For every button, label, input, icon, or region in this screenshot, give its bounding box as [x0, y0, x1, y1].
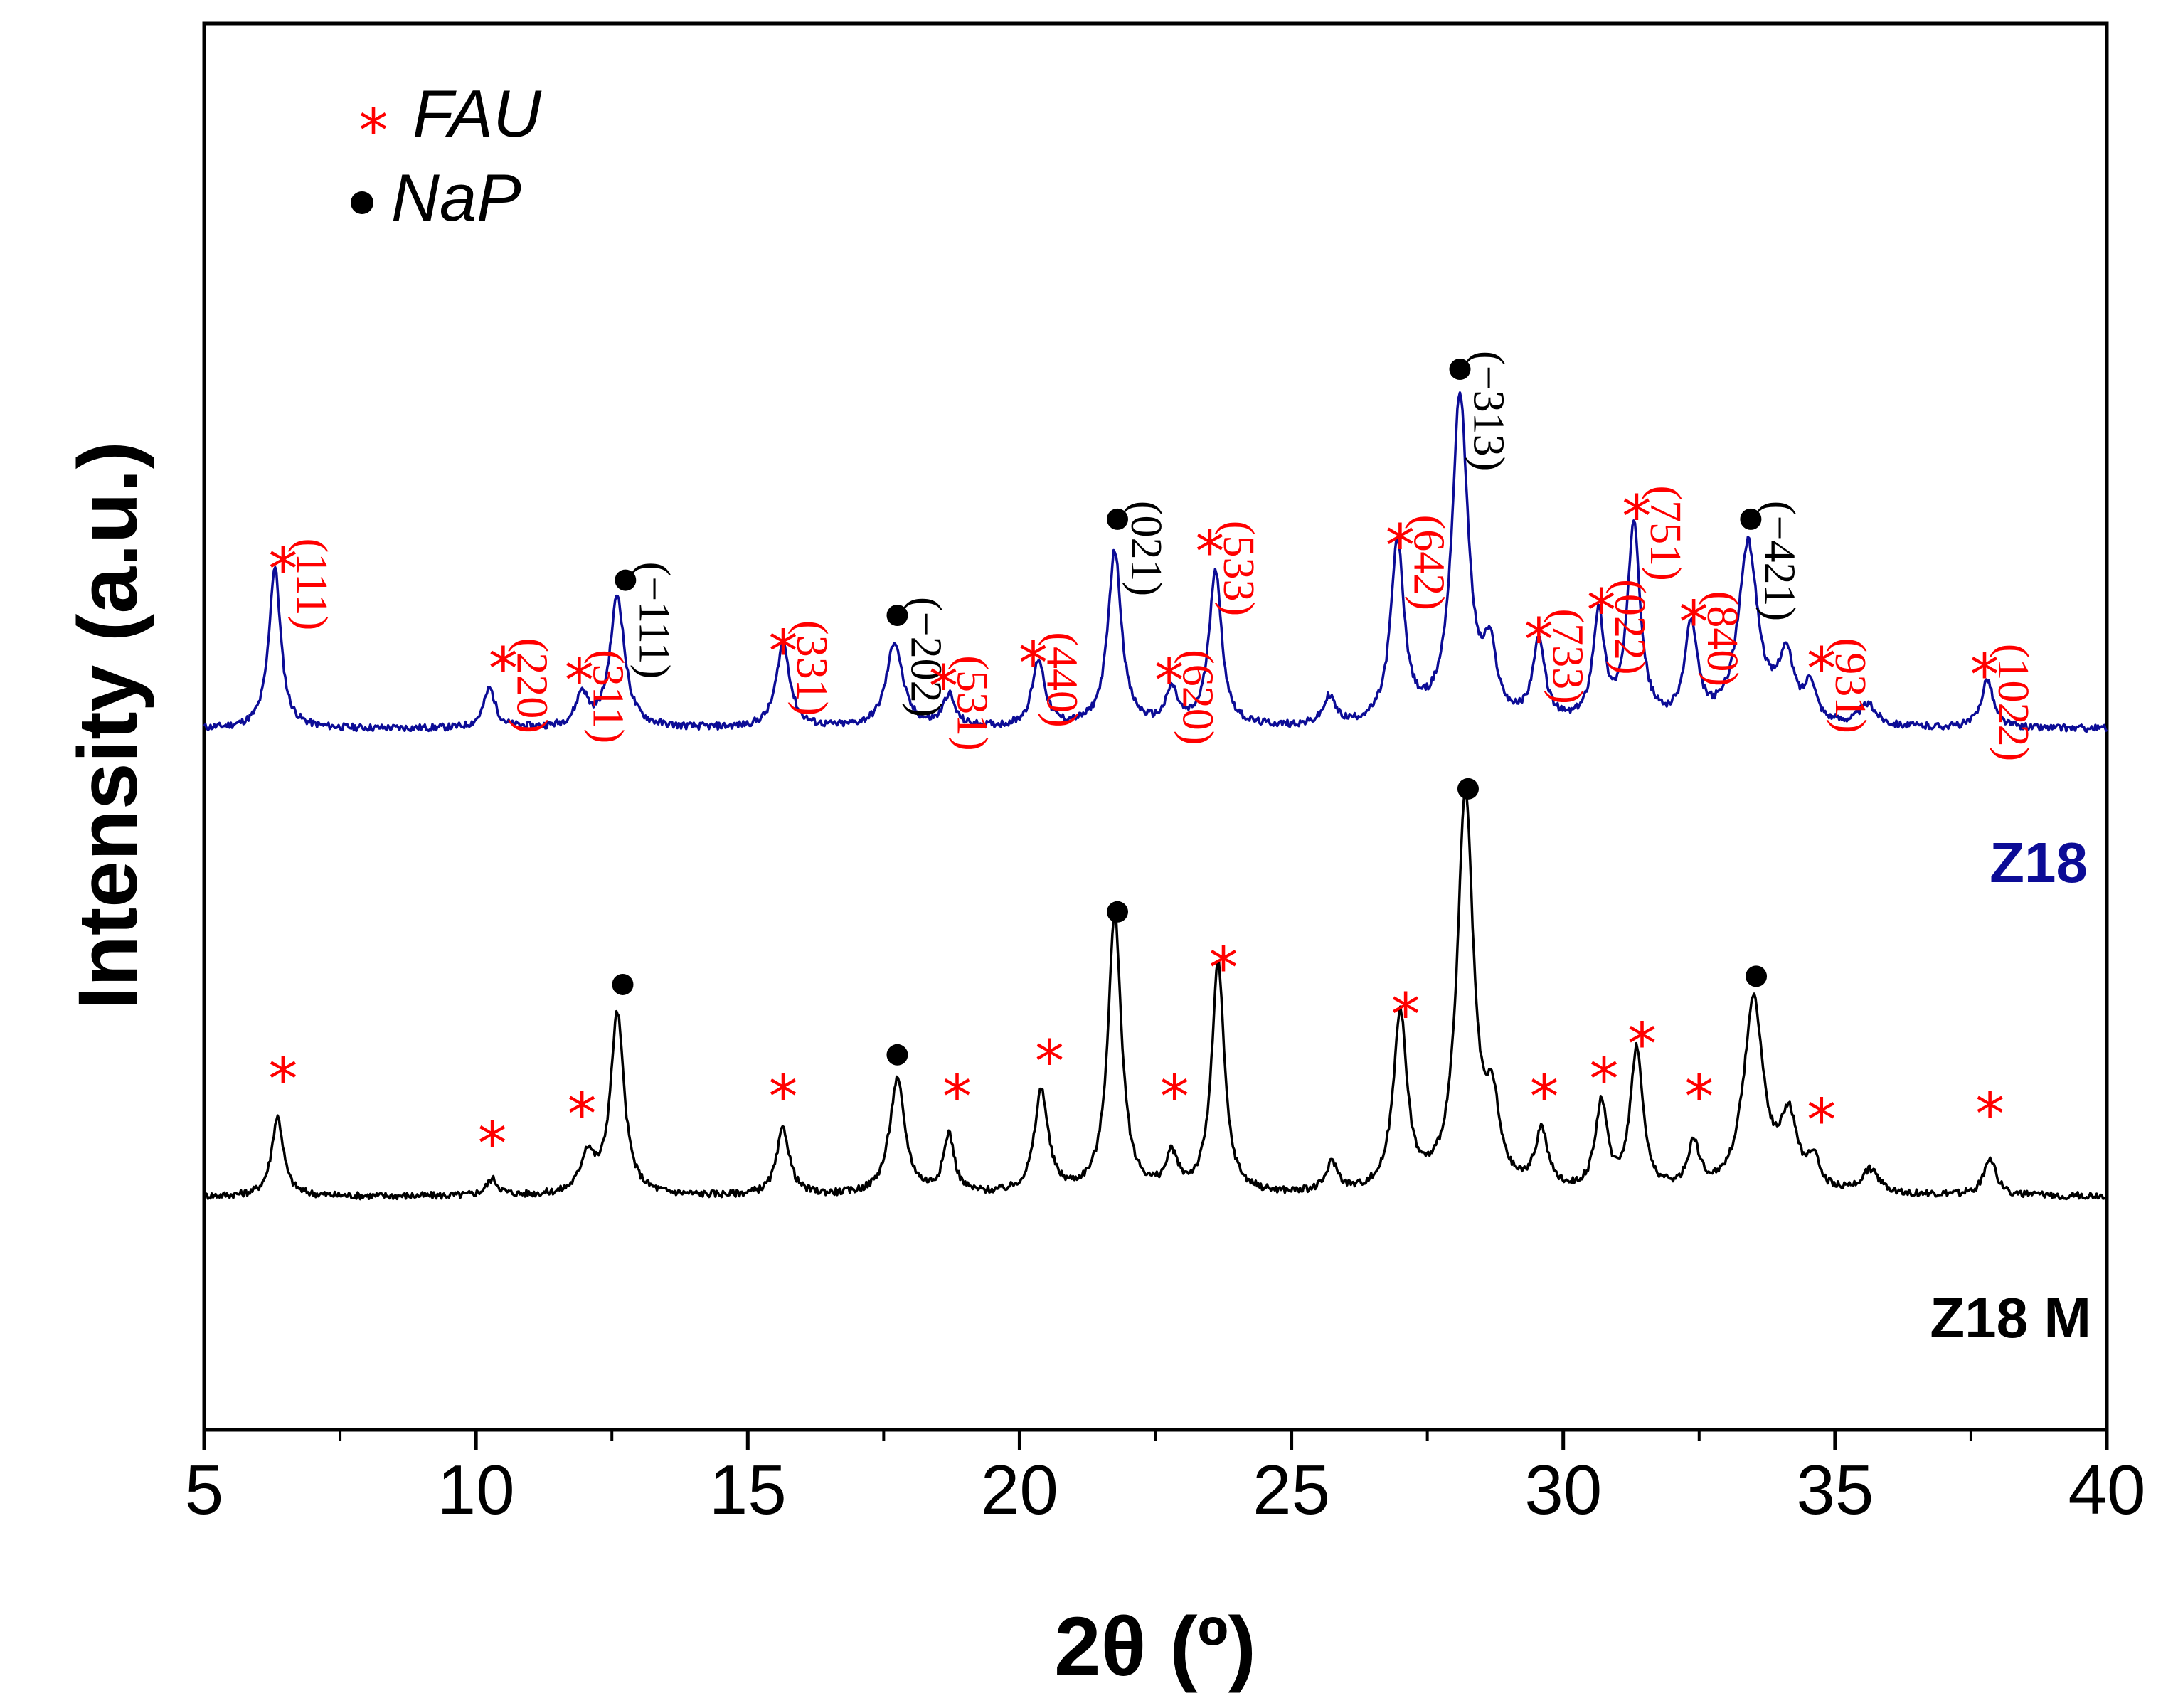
hkl-label: (−313) — [1465, 351, 1513, 471]
fau-marker-z18: * — [1587, 577, 1616, 645]
hkl-label: (021) — [1122, 501, 1170, 596]
fau-marker-z18: * — [768, 618, 797, 686]
hkl-label: (022) — [1605, 579, 1654, 674]
fau-marker-z18m: * — [1160, 1063, 1189, 1131]
hkl-label: (220) — [507, 638, 556, 733]
nap-marker-z18 — [615, 569, 637, 591]
nap-marker-z18 — [1740, 508, 1762, 530]
hkl-label: (−111) — [630, 562, 678, 679]
hkl-label: (931) — [1826, 638, 1874, 733]
series-line-z18 — [203, 391, 2108, 733]
fau-marker-z18m: * — [1627, 1011, 1657, 1078]
x-tick-label: 15 — [709, 1450, 787, 1529]
hkl-label: (−421) — [1755, 501, 1803, 621]
x-tick-label: 10 — [437, 1450, 515, 1529]
series-label-z18m: Z18 M — [1930, 1286, 2091, 1349]
fau-marker-z18m: * — [1035, 1029, 1064, 1096]
hkl-label: (840) — [1698, 591, 1746, 686]
nap-marker-z18m — [886, 1044, 908, 1066]
annotation-layer: *(111)*(220) *(311)(−111) *(331) (−202)*(53… — [268, 351, 2037, 1178]
fau-marker-z18: * — [1622, 483, 1651, 551]
y-axis-title: Intensity (a.u.) — [61, 441, 155, 1010]
fau-marker-z18m: * — [568, 1081, 597, 1149]
fau-marker-z18m: * — [478, 1110, 507, 1178]
nap-marker-z18m — [612, 973, 634, 995]
series-layer — [203, 391, 2108, 1201]
x-tick-label: 35 — [1796, 1450, 1874, 1529]
hkl-label: (−202) — [901, 597, 950, 717]
x-tick-label: 5 — [185, 1450, 224, 1529]
x-tick-label: 25 — [1253, 1450, 1330, 1529]
hkl-label: (733) — [1543, 608, 1591, 704]
series-line-z18m — [203, 787, 2108, 1201]
hkl-label: (533) — [1214, 521, 1263, 616]
legend-label-nap: NaP — [391, 160, 521, 235]
hkl-label: (111) — [287, 539, 336, 631]
legend-label-fau: FAU — [413, 76, 542, 151]
fau-marker-z18: * — [1019, 630, 1048, 697]
hkl-label: (1022) — [1989, 644, 2037, 761]
hkl-label: (642) — [1404, 515, 1452, 610]
fau-marker-z18m: * — [1975, 1081, 2004, 1149]
filled-circle-icon — [351, 191, 373, 214]
hkl-label: (311) — [583, 649, 632, 743]
fau-marker-z18m: * — [768, 1063, 797, 1131]
nap-marker-z18m — [1107, 901, 1128, 923]
asterisk-icon: * — [359, 97, 388, 165]
fau-marker-z18: * — [1524, 606, 1553, 674]
fau-marker-z18: * — [1807, 636, 1836, 704]
hkl-label: (751) — [1641, 485, 1689, 580]
series-label-z18: Z18 — [1990, 831, 2088, 894]
fau-marker-z18: * — [1970, 642, 1999, 709]
fau-marker-z18: * — [929, 653, 958, 721]
fau-marker-z18m: * — [1590, 1046, 1619, 1113]
fau-marker-z18m: * — [268, 1046, 297, 1113]
hkl-label: (531) — [947, 655, 996, 750]
fau-marker-z18: * — [1386, 513, 1415, 580]
x-axis-title: 2θ (º) — [1054, 1600, 1256, 1694]
fau-marker-z18: * — [268, 536, 297, 604]
fau-marker-z18m: * — [1209, 935, 1238, 1002]
nap-marker-z18 — [886, 604, 908, 626]
fau-marker-z18m: * — [1684, 1063, 1714, 1131]
hkl-label: (620) — [1174, 649, 1222, 745]
fau-marker-z18m: * — [1391, 982, 1420, 1049]
fau-marker-z18m: * — [1529, 1063, 1558, 1131]
fau-marker-z18: * — [489, 636, 518, 704]
legend: * FAU NaP — [351, 76, 542, 235]
x-axis: 5 10 15 20 25 30 35 40 — [185, 1430, 2146, 1529]
fau-marker-z18: * — [1154, 647, 1184, 715]
x-tick-label: 20 — [981, 1450, 1058, 1529]
fau-marker-z18: * — [1195, 519, 1224, 586]
hkl-label: (440) — [1038, 632, 1086, 727]
fau-marker-z18m: * — [1807, 1087, 1836, 1155]
nap-marker-z18 — [1449, 359, 1471, 381]
legend-entry-nap: NaP — [351, 160, 521, 235]
nap-marker-z18 — [1107, 508, 1128, 530]
nap-marker-z18m — [1457, 778, 1479, 800]
x-tick-label: 30 — [1524, 1450, 1602, 1529]
fau-marker-z18: * — [565, 647, 594, 715]
hkl-label: (331) — [787, 620, 836, 716]
fau-marker-z18m: * — [942, 1063, 972, 1131]
legend-entry-fau: * FAU — [359, 76, 543, 165]
nap-marker-z18m — [1746, 965, 1768, 987]
x-tick-label: 40 — [2068, 1450, 2145, 1529]
fau-marker-z18: * — [1679, 589, 1709, 657]
